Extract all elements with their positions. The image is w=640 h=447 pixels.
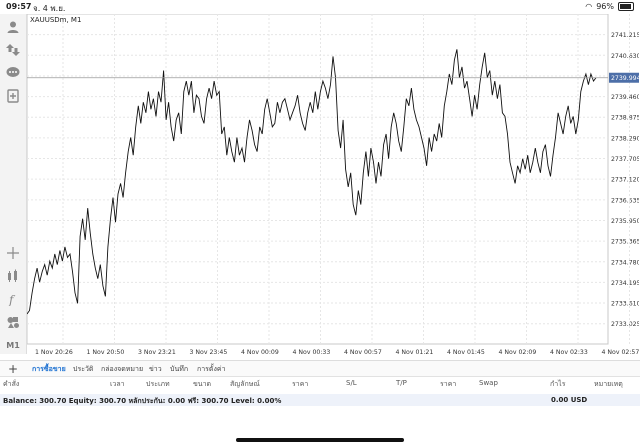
column-symbol[interactable]: สัญลักษณ์ bbox=[230, 380, 260, 388]
status-date: จ. 4 พ.ย. bbox=[33, 4, 66, 13]
order-table-header: คำสั่ง เวลา ประเภท ขนาด สัญลักษณ์ ราคา S… bbox=[0, 377, 640, 388]
column-comment[interactable]: หมายเหตุ bbox=[594, 380, 623, 388]
home-indicator[interactable] bbox=[236, 438, 404, 442]
x-tick-label: 1 Nov 20:50 bbox=[87, 349, 125, 356]
y-tick-label: 2735.950 bbox=[611, 218, 639, 225]
chart-symbol-label: XAUUSDm, M1 bbox=[30, 16, 82, 24]
new-order-icon[interactable] bbox=[4, 87, 22, 105]
wifi-icon: ◠ bbox=[585, 2, 593, 11]
y-tick-label: 2739.460 bbox=[611, 94, 639, 101]
x-tick-label: 4 Nov 00:33 bbox=[293, 349, 331, 356]
column-volume[interactable]: ขนาด bbox=[193, 380, 212, 388]
tab-settings[interactable]: การตั้งค่า bbox=[197, 365, 226, 373]
column-current-price[interactable]: ราคา bbox=[440, 380, 457, 388]
column-profit[interactable]: กำไร bbox=[550, 380, 566, 388]
price-chart[interactable]: 2741.2152740.6302740.0452739.4602738.875… bbox=[27, 14, 639, 358]
y-tick-label: 2737.705 bbox=[611, 156, 639, 163]
indicators-icon[interactable] bbox=[4, 267, 22, 285]
x-tick-label: 4 Nov 00:57 bbox=[344, 349, 382, 356]
x-tick-label: 4 Nov 01:21 bbox=[396, 349, 434, 356]
x-tick-label: 3 Nov 23:21 bbox=[138, 349, 176, 356]
add-icon[interactable]: + bbox=[8, 362, 19, 376]
account-summary: Balance: 300.70 Equity: 300.70 หลักประกั… bbox=[3, 397, 282, 405]
tab-mailbox[interactable]: กล่องจดหมาย bbox=[101, 365, 144, 373]
column-swap[interactable]: Swap bbox=[479, 379, 498, 387]
x-tick-label: 4 Nov 01:45 bbox=[447, 349, 485, 356]
column-type[interactable]: ประเภท bbox=[146, 380, 170, 388]
y-tick-label: 2733.025 bbox=[611, 321, 639, 328]
timeframe-button[interactable]: M1 bbox=[6, 340, 20, 350]
tab-history[interactable]: ประวัติ bbox=[73, 365, 94, 373]
y-tick-label: 2738.875 bbox=[611, 115, 639, 122]
column-order[interactable]: คำสั่ง bbox=[3, 380, 20, 388]
y-tick-label: 2741.215 bbox=[611, 32, 639, 39]
total-profit: 0.00 USD bbox=[551, 396, 588, 404]
status-bar: 09:57 จ. 4 พ.ย. ◠ 96% bbox=[0, 0, 640, 14]
y-tick-label: 2736.535 bbox=[611, 197, 639, 204]
chat-icon[interactable] bbox=[4, 64, 22, 82]
battery-percent: 96% bbox=[596, 2, 614, 11]
objects-icon[interactable] bbox=[4, 313, 22, 331]
chart-toolbar: f M1 bbox=[0, 14, 27, 354]
y-tick-label: 2740.630 bbox=[611, 53, 639, 60]
y-tick-label: 2733.610 bbox=[611, 301, 639, 308]
x-tick-label: 4 Nov 02:33 bbox=[550, 349, 588, 356]
tab-trade[interactable]: การซื้อขาย bbox=[32, 365, 66, 373]
tab-news[interactable]: ข่าว bbox=[149, 365, 162, 373]
battery-icon bbox=[618, 2, 634, 11]
toolbox-tabs: + การซื้อขาย ประวัติ กล่องจดหมาย ข่าว บั… bbox=[0, 360, 640, 377]
status-time: 09:57 bbox=[6, 2, 32, 11]
price-series-line bbox=[27, 49, 597, 315]
x-tick-label: 4 Nov 02:09 bbox=[499, 349, 537, 356]
y-tick-label: 2735.365 bbox=[611, 239, 639, 246]
current-price-badge bbox=[609, 72, 639, 83]
y-tick-label: 2734.780 bbox=[611, 259, 639, 266]
column-tp[interactable]: T/P bbox=[396, 379, 407, 387]
column-price[interactable]: ราคา bbox=[292, 380, 309, 388]
tab-journal[interactable]: บันทึก bbox=[170, 365, 189, 373]
account-summary-row: Balance: 300.70 Equity: 300.70 หลักประกั… bbox=[0, 394, 640, 406]
trade-icon[interactable] bbox=[4, 41, 22, 59]
account-icon[interactable] bbox=[4, 18, 22, 36]
column-time[interactable]: เวลา bbox=[110, 380, 125, 388]
function-icon[interactable]: f bbox=[4, 290, 22, 308]
crosshair-icon[interactable] bbox=[4, 244, 22, 262]
y-tick-label: 2737.120 bbox=[611, 177, 639, 184]
svg-text:f: f bbox=[8, 293, 16, 306]
x-tick-label: 4 Nov 02:57 bbox=[602, 349, 640, 356]
column-sl[interactable]: S/L bbox=[346, 379, 357, 387]
y-tick-label: 2734.195 bbox=[611, 280, 639, 287]
y-tick-label: 2738.290 bbox=[611, 135, 639, 142]
x-tick-label: 4 Nov 00:09 bbox=[241, 349, 279, 356]
current-price-label: 2739.994 bbox=[611, 75, 639, 82]
x-tick-label: 3 Nov 23:45 bbox=[190, 349, 228, 356]
x-tick-label: 1 Nov 20:26 bbox=[35, 349, 73, 356]
